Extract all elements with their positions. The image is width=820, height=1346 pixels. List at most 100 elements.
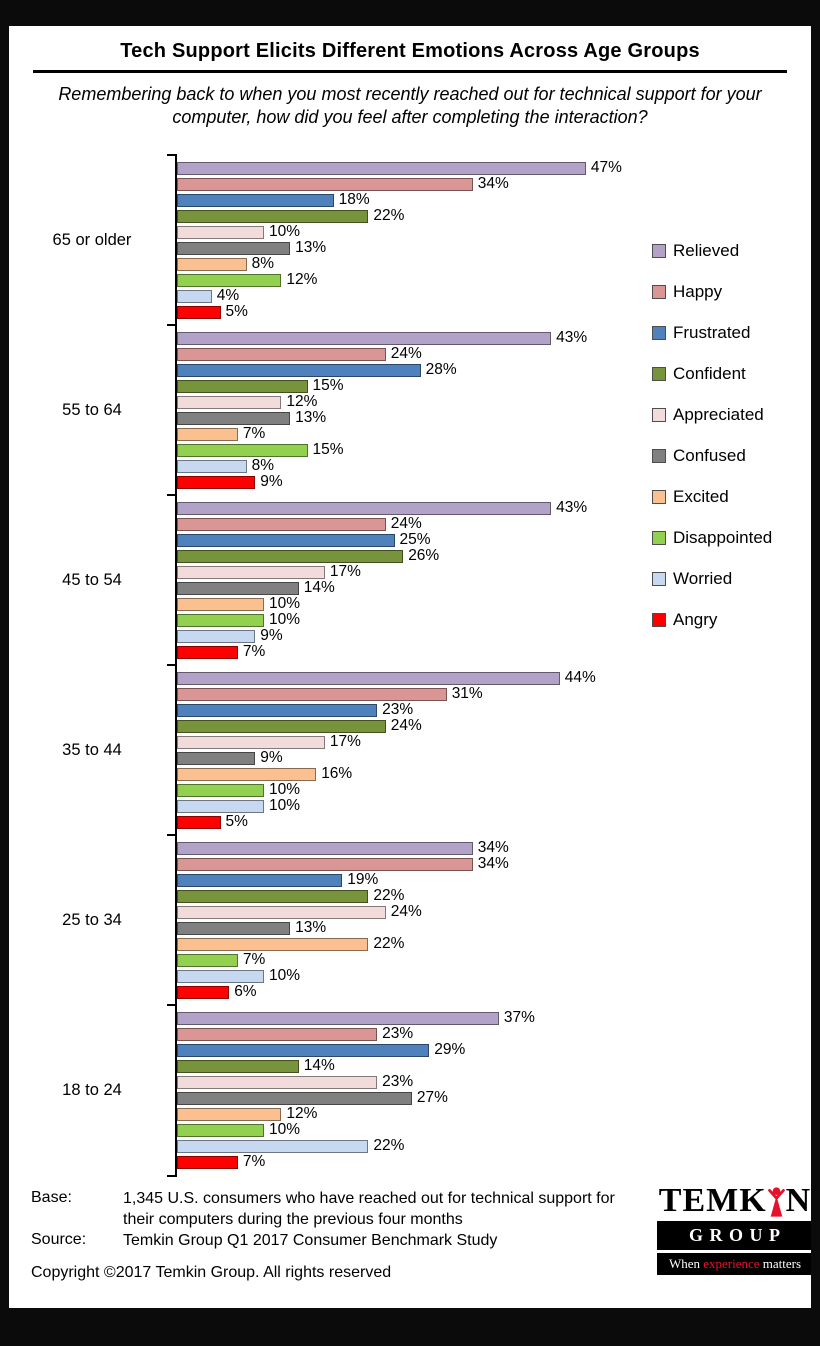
bar-row: 13% [177, 919, 811, 936]
bar-row: 26% [177, 547, 811, 564]
legend-swatch-relieved [652, 244, 666, 258]
bar-confused [177, 411, 291, 425]
bar-row: 22% [177, 207, 811, 225]
bar-appreciated [177, 225, 264, 239]
legend-label: Excited [673, 487, 729, 506]
temkin-logo: TEMK N G R O U P When experience matters [657, 1182, 811, 1275]
bar-confident [177, 549, 404, 563]
age-group-label: 55 to 64 [62, 400, 122, 419]
legend-label: Angry [673, 610, 718, 629]
bar-value-label: 22% [373, 935, 405, 953]
bar-disappointed [177, 443, 308, 457]
bar-row: 8% [177, 255, 811, 272]
age-group-label: 45 to 54 [62, 570, 122, 589]
bar-confused [177, 751, 256, 765]
bar-row: 43% [177, 499, 811, 516]
source-text: Temkin Group Q1 2017 Consumer Benchmark … [123, 1231, 498, 1249]
bar-row: 4% [177, 287, 811, 304]
legend-label: Confident [673, 364, 746, 383]
legend-item-disappointed: Disappointed [652, 528, 772, 548]
bar-confident [177, 379, 308, 393]
bar-value-label: 5% [225, 813, 248, 831]
bar-angry [177, 1155, 238, 1169]
bar-row: 9% [177, 627, 811, 644]
bar-confident [177, 1059, 299, 1073]
bar-row: 10% [177, 781, 811, 798]
bar-row: 10% [177, 595, 811, 613]
bar-value-label: 34% [477, 175, 509, 193]
bar-disappointed [177, 1123, 264, 1137]
bar-row: 5% [177, 303, 811, 321]
chart-title: Tech Support Elicits Different Emotions … [120, 40, 700, 62]
bar-value-label: 9% [260, 749, 283, 767]
chart-group: 18 to 24 37% 23% 29% 14% 23% 27% 12% 10% 22% 7% [9, 1004, 811, 1176]
logo-text-left: TEMK [658, 1182, 767, 1219]
bar-row: 13% [177, 239, 811, 257]
bar-row: 22% [177, 887, 811, 905]
bar-value-label: 10% [269, 223, 301, 241]
bar-happy [177, 687, 447, 701]
bar-row: 24% [177, 515, 811, 532]
bar-row: 43% [177, 329, 811, 346]
bar-value-label: 17% [329, 733, 361, 751]
bar-value-label: 7% [242, 1153, 266, 1171]
bar-value-label: 22% [373, 207, 405, 225]
bar-row: 24% [177, 345, 811, 362]
bar-value-label: 13% [295, 239, 327, 257]
legend-label: Disappointed [673, 528, 773, 547]
bar-value-label: 8% [251, 457, 274, 475]
bar-excited [177, 1107, 282, 1121]
chart-group: 35 to 44 44% 31% 23% 24% 17% 9% 16% 10% 10% 5% [9, 664, 811, 836]
bar-value-label: 5% [225, 303, 248, 321]
bar-row: 23% [177, 1073, 811, 1090]
bar-row: 12% [177, 271, 811, 288]
bar-value-label: 31% [451, 685, 483, 703]
bar-value-label: 24% [390, 717, 422, 735]
bar-confused [177, 241, 291, 255]
bar-worried [177, 799, 264, 813]
group-bars: 43% 24% 25% 26% 17% 14% 10% 10% 9% 7% [175, 495, 811, 666]
legend-item-worried: Worried [652, 569, 772, 589]
bar-relieved [177, 671, 560, 685]
bar-value-label: 28% [425, 361, 457, 379]
bar-appreciated [177, 565, 325, 579]
bar-value-label: 15% [312, 377, 344, 395]
bar-row: 34% [177, 175, 811, 193]
bar-happy [177, 177, 473, 191]
bar-value-label: 15% [312, 441, 344, 459]
bar-happy [177, 347, 386, 361]
bar-row: 14% [177, 1057, 811, 1075]
chart-group: 45 to 54 43% 24% 25% 26% 17% 14% 10% 10% 9% 7% [9, 494, 811, 666]
bar-value-label: 22% [373, 887, 405, 905]
legend-swatch-appreciated [652, 408, 666, 422]
bar-row: 10% [177, 967, 811, 984]
bar-value-label: 18% [338, 191, 370, 209]
bar-relieved [177, 161, 586, 175]
chart: 65 or older 47% 34% 18% 22% 10% 13% 8% 12% 4% 5% 55… [9, 154, 811, 1178]
bar-value-label: 22% [373, 1137, 405, 1155]
survey-question: Remembering back to when you most recent… [58, 84, 762, 128]
source-label: Source: [31, 1230, 87, 1248]
bar-row: 10% [177, 1121, 811, 1139]
bar-frustrated [177, 873, 343, 887]
bar-excited [177, 597, 264, 611]
bar-value-label: 10% [269, 1121, 301, 1139]
legend-swatch-worried [652, 572, 666, 586]
bar-row: 15% [177, 377, 811, 395]
bar-excited [177, 257, 247, 271]
bar-relieved [177, 331, 552, 345]
bar-appreciated [177, 395, 282, 409]
bar-value-label: 12% [286, 1105, 318, 1123]
chart-group: 65 or older 47% 34% 18% 22% 10% 13% 8% 12% 4% 5% [9, 154, 811, 326]
bar-value-label: 10% [269, 595, 301, 613]
bar-value-label: 16% [321, 765, 353, 783]
base-label: Base: [31, 1189, 72, 1207]
bar-disappointed [177, 783, 264, 797]
legend-item-excited: Excited [652, 487, 772, 507]
legend-label: Worried [673, 569, 733, 588]
bar-value-label: 14% [303, 1057, 335, 1075]
bar-frustrated [177, 533, 395, 547]
bar-value-label: 17% [329, 563, 361, 581]
bar-value-label: 27% [416, 1089, 448, 1107]
bar-excited [177, 767, 317, 781]
